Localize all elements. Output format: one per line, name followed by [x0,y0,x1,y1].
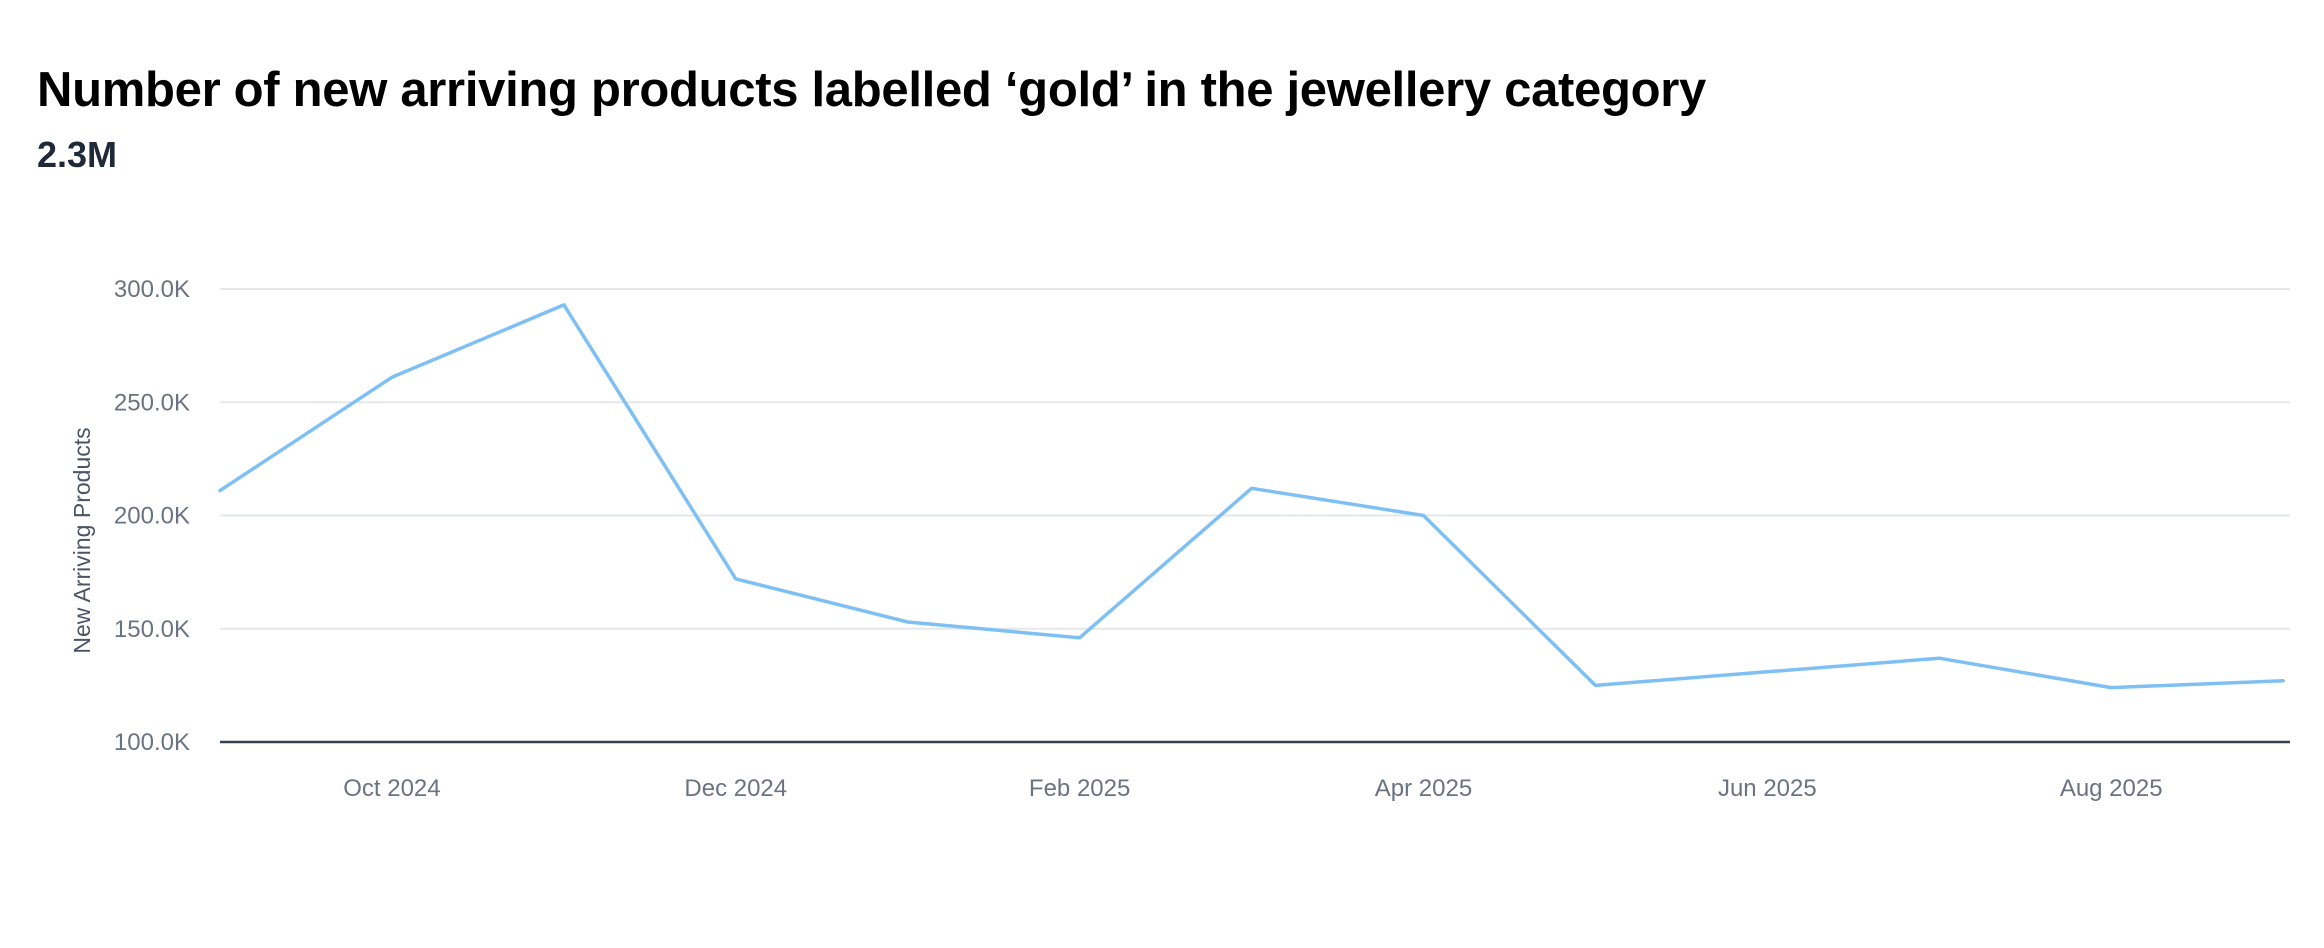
x-tick-label: Dec 2024 [684,775,787,802]
data-point[interactable] [214,485,226,497]
data-point[interactable] [386,371,398,383]
chart-title: Number of new arriving products labelled… [37,63,1706,117]
x-tick-label: Apr 2025 [1375,775,1472,802]
x-tick-label: Aug 2025 [2060,775,2163,802]
data-point[interactable] [1761,666,1773,678]
data-point[interactable] [1417,510,1429,522]
data-point[interactable] [2277,675,2289,687]
gridlines [220,288,2290,630]
y-tick-label: 200.0K [114,503,190,530]
x-axis-ticks: Oct 2024 Dec 2024 Feb 2025 Apr 2025 Jun 2025… [343,775,2162,802]
data-point[interactable] [558,299,570,311]
x-tick-label: Oct 2024 [343,775,440,802]
y-tick-label: 150.0K [114,616,190,643]
y-tick-label: 300.0K [114,276,190,303]
data-point[interactable] [1246,482,1258,494]
chart-total-value: 2.3M [37,134,118,175]
y-tick-label: 250.0K [114,389,190,416]
data-point[interactable] [2105,682,2117,694]
data-point[interactable] [1589,679,1601,691]
series-line [218,303,2285,690]
y-tick-label: 100.0K [114,729,190,756]
y-axis-ticks: 100.0K 150.0K 200.0K 250.0K 300.0K [114,276,190,756]
data-point[interactable] [730,573,742,585]
data-point[interactable] [902,616,914,628]
x-tick-label: Feb 2025 [1029,775,1130,802]
series-layer [214,299,2289,694]
x-tick-label: Jun 2025 [1718,775,1817,802]
data-point[interactable] [1074,632,1086,644]
y-axis-title: New Arriving Products [69,427,95,653]
data-point[interactable] [1933,652,1945,664]
